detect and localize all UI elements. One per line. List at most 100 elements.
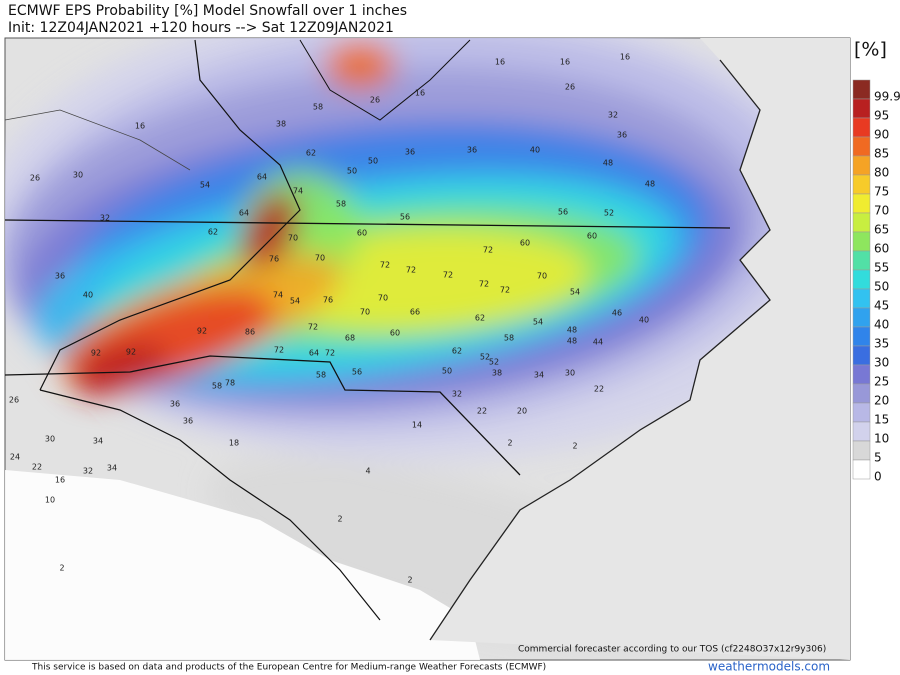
- legend-label: 99.9: [874, 90, 900, 104]
- map-label: 46: [612, 309, 622, 318]
- map-label: 76: [323, 296, 333, 305]
- legend-label: 55: [874, 261, 889, 275]
- shade-region: [325, 40, 395, 90]
- brand[interactable]: weathermodels.com: [708, 660, 830, 674]
- legend-label: 80: [874, 166, 889, 180]
- map-label: 10: [45, 496, 55, 505]
- legend-label: 35: [874, 337, 889, 351]
- legend-swatch: [852, 459, 871, 480]
- map-label: 54: [200, 181, 210, 190]
- title: ECMWF EPS Probability [%] Model Snowfall…: [8, 3, 407, 19]
- map-label: 36: [170, 400, 180, 409]
- map-label: 34: [93, 437, 103, 446]
- legend-swatch: [852, 288, 871, 309]
- map-label: 56: [352, 368, 362, 377]
- map-label: 92: [197, 327, 207, 336]
- legend-swatch: [852, 402, 871, 423]
- map-label: 56: [400, 213, 410, 222]
- map-label: 44: [593, 338, 603, 347]
- map-label: 74: [273, 291, 283, 300]
- map-label: 72: [443, 271, 453, 280]
- tos-note: Commercial forecaster according to our T…: [518, 645, 826, 655]
- legend-swatch: [852, 269, 871, 290]
- map-labels: 16 30 26 32 54 64 74 62 38 58 26 16 16 16 26 16 62 64 70 70…: [9, 53, 655, 585]
- map-label: 2: [507, 439, 512, 448]
- map-label: 18: [229, 439, 239, 448]
- legend-swatch: [852, 440, 871, 461]
- legend-swatch: [852, 117, 871, 138]
- map-label: 78: [225, 379, 235, 388]
- map-label: 50: [442, 367, 452, 376]
- legend-swatch: [852, 155, 871, 176]
- shade-region: [240, 193, 300, 267]
- map-label: 70: [288, 234, 298, 243]
- map-label: 30: [565, 369, 575, 378]
- map-label: 16: [560, 58, 570, 67]
- map-label: 32: [608, 111, 618, 120]
- map-label: 72: [483, 246, 493, 255]
- legend-label: 70: [874, 204, 889, 218]
- map-label: 52: [480, 353, 490, 362]
- map-label: 2: [59, 564, 64, 573]
- source-note: This service is based on data and produc…: [31, 663, 546, 673]
- legend-label: 30: [874, 356, 889, 370]
- legend-swatch: [852, 136, 871, 157]
- map-label: 70: [378, 294, 388, 303]
- legend-swatch: [852, 250, 871, 271]
- legend-swatch: [852, 231, 871, 252]
- map-label: 62: [306, 149, 316, 158]
- map-label: 72: [325, 349, 335, 358]
- legend: 99.9959085807570656055504540353025201510…: [852, 79, 900, 484]
- map-label: 20: [517, 407, 527, 416]
- map-label: 30: [45, 435, 55, 444]
- map-label: 16: [620, 53, 630, 62]
- legend-label: 25: [874, 375, 889, 389]
- map-label: 32: [100, 214, 110, 223]
- map-label: 22: [594, 385, 604, 394]
- legend-label: 5: [874, 451, 882, 465]
- map-label: 26: [565, 83, 575, 92]
- legend-label: 95: [874, 109, 889, 123]
- map-label: 70: [315, 254, 325, 263]
- map-label: 36: [467, 146, 477, 155]
- map-label: 48: [603, 159, 613, 168]
- map-label: 58: [504, 334, 514, 343]
- map-label: 54: [290, 297, 300, 306]
- map-label: 34: [534, 371, 544, 380]
- map-label: 72: [500, 286, 510, 295]
- map-label: 36: [617, 131, 627, 140]
- legend-swatch: [852, 193, 871, 214]
- map-label: 72: [479, 280, 489, 289]
- map-label: 64: [257, 173, 267, 182]
- map-label: 32: [83, 467, 93, 476]
- map-label: 48: [567, 326, 577, 335]
- map-label: 60: [390, 329, 400, 338]
- legend-unit: [%]: [854, 39, 887, 61]
- map-label: 16: [55, 476, 65, 485]
- map-label: 58: [316, 371, 326, 380]
- legend-label: 10: [874, 432, 889, 446]
- map-label: 54: [570, 288, 580, 297]
- legend-swatch: [852, 421, 871, 442]
- map-label: 48: [567, 337, 577, 346]
- legend-label: 15: [874, 413, 889, 427]
- legend-label: 0: [874, 470, 882, 484]
- legend-swatch: [852, 345, 871, 366]
- map-label: 24: [10, 453, 20, 462]
- map-label: 16: [495, 58, 505, 67]
- map-label: 50: [368, 157, 378, 166]
- map-label: 72: [380, 261, 390, 270]
- legend-swatch: [852, 326, 871, 347]
- map-label: 36: [183, 417, 193, 426]
- legend-label: 40: [874, 318, 889, 332]
- map-label: 74: [293, 187, 303, 196]
- map-label: 72: [406, 266, 416, 275]
- map-label: 32: [452, 390, 462, 399]
- init-line: Init: 12Z04JAN2021 +120 hours --> Sat 12…: [8, 20, 394, 36]
- legend-swatch: [852, 174, 871, 195]
- map-label: 92: [126, 348, 136, 357]
- map-label: 4: [365, 467, 370, 476]
- map-label: 36: [55, 272, 65, 281]
- legend-label: 90: [874, 128, 889, 142]
- map-label: 14: [412, 421, 422, 430]
